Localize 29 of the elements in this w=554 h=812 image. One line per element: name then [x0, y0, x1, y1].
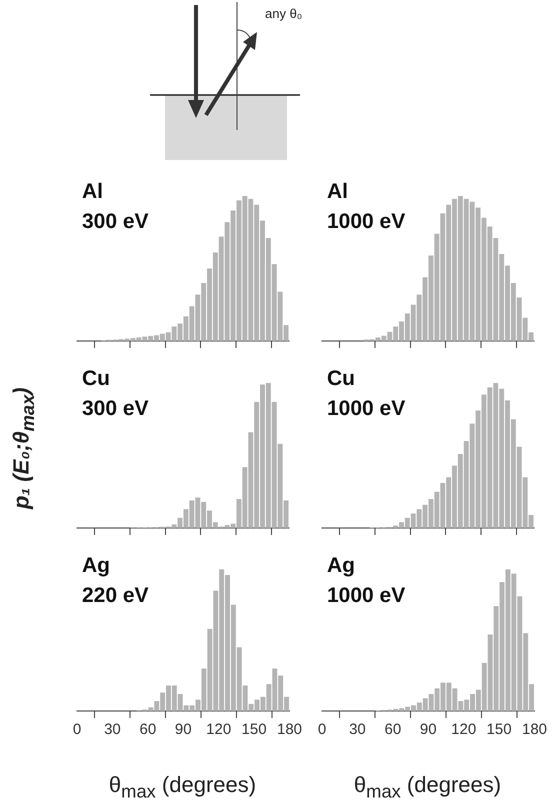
- text: 300 eV: [82, 209, 149, 235]
- x-tick-label: 0: [72, 721, 82, 738]
- x-axis-title: θ$_{max}$ (degrees): [108, 772, 258, 802]
- x-tick-label: 30: [349, 721, 366, 738]
- text: 300 eV: [82, 396, 149, 422]
- x-tick-label: 150: [242, 721, 267, 738]
- text: 1000 eV: [327, 396, 406, 422]
- x-tick-label: 180: [522, 721, 547, 738]
- x-tick-label: 0: [318, 721, 326, 738]
- chart-title: Cu: [82, 366, 111, 392]
- chart-title: Al: [82, 179, 104, 205]
- text: 1000 eV: [327, 209, 406, 235]
- chart-title: Ag: [82, 553, 111, 579]
- chart-title: Al: [327, 179, 349, 205]
- x-tick-label: 180: [276, 721, 302, 738]
- x-tick-label: 30: [104, 721, 121, 738]
- x-tick-label: 150: [486, 721, 512, 738]
- x-tick-label: 120: [451, 721, 476, 738]
- text: 1000 eV: [327, 583, 406, 609]
- x-tick-label: 90: [420, 721, 437, 738]
- x-tick-label: 60: [384, 721, 402, 738]
- x-tick-label: 120: [206, 721, 232, 738]
- x-tick-label: 90: [174, 721, 192, 738]
- x-axis-title: θ$_{max}$ (degrees): [352, 772, 502, 802]
- chart-title: Cu: [327, 366, 356, 392]
- text: 220 eV: [82, 583, 149, 609]
- text: any θ₀: [265, 6, 302, 21]
- chart-title: Ag: [327, 553, 356, 579]
- x-tick-label: 60: [139, 721, 156, 738]
